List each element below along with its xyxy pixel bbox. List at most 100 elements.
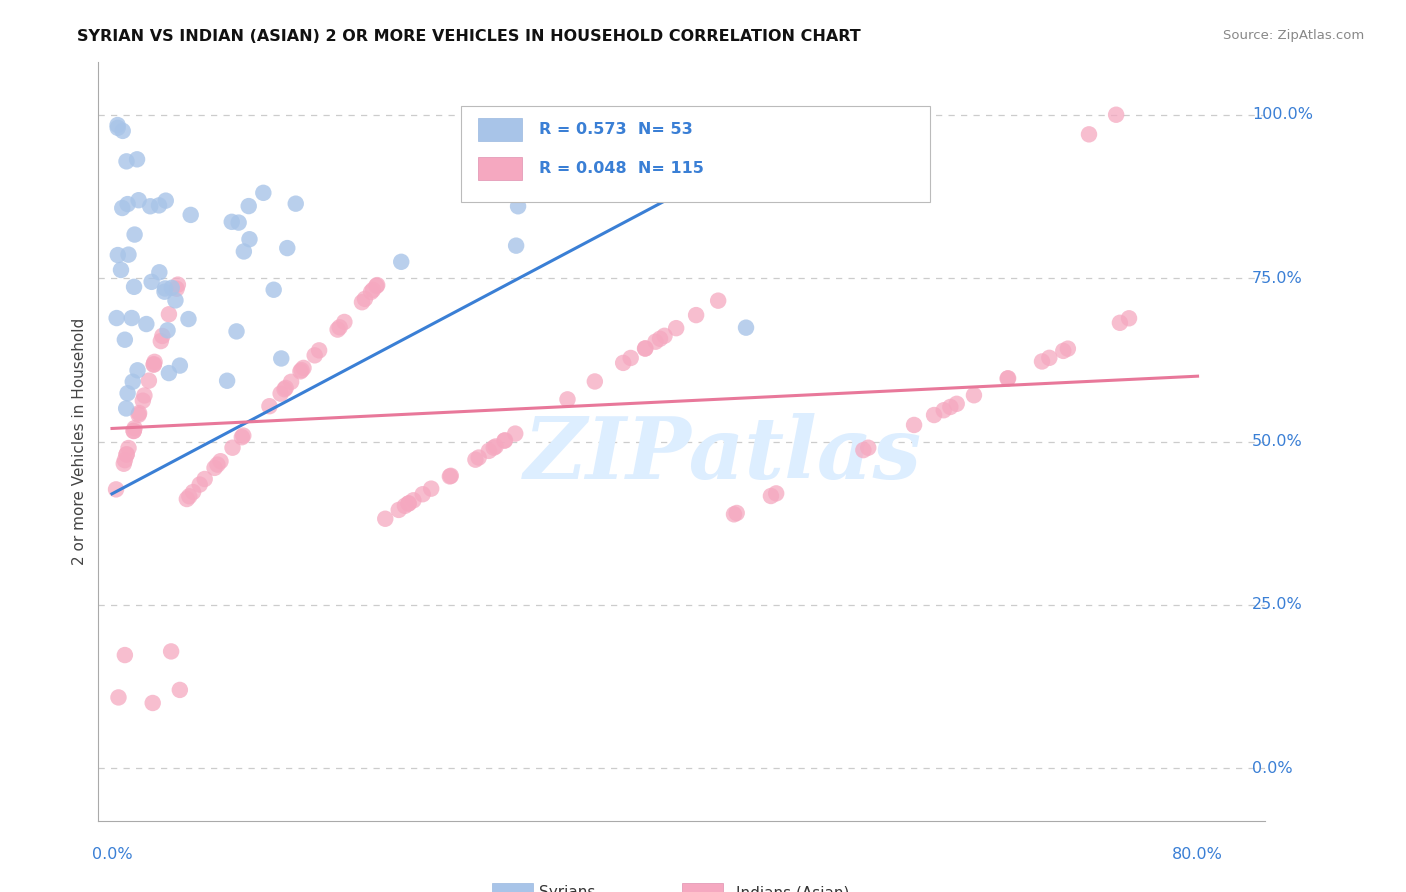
Point: [270, 351, 292, 366]
Point: [439, 469, 461, 483]
Point: [506, 199, 529, 213]
Point: [503, 426, 526, 441]
Bar: [478, 118, 522, 141]
FancyBboxPatch shape: [461, 106, 931, 202]
Point: [105, 311, 128, 326]
Point: [634, 342, 657, 356]
Text: Indians (Asian): Indians (Asian): [737, 885, 849, 892]
Point: [107, 248, 129, 262]
Point: [932, 403, 955, 417]
Point: [228, 216, 250, 230]
Point: [1031, 354, 1053, 368]
Point: [350, 295, 373, 310]
Point: [354, 292, 377, 306]
Point: [494, 434, 516, 448]
Point: [707, 293, 730, 308]
Bar: [682, 883, 723, 892]
Point: [122, 424, 145, 438]
Point: [157, 366, 180, 380]
Point: [389, 255, 412, 269]
Point: [124, 421, 146, 435]
Point: [665, 321, 688, 335]
Point: [620, 351, 643, 365]
Text: 0.0%: 0.0%: [91, 847, 132, 862]
Point: [165, 293, 187, 308]
Point: [122, 424, 145, 438]
Point: [221, 441, 243, 455]
Point: [117, 441, 139, 455]
Point: [238, 199, 260, 213]
Point: [128, 408, 150, 422]
Point: [117, 386, 139, 401]
Point: [141, 275, 163, 289]
Point: [160, 644, 183, 658]
Point: [606, 169, 628, 184]
Point: [333, 315, 356, 329]
Text: 80.0%: 80.0%: [1173, 847, 1223, 862]
Point: [238, 232, 260, 246]
Point: [225, 325, 247, 339]
Point: [107, 120, 129, 135]
Point: [304, 348, 326, 362]
Point: [464, 452, 486, 467]
Point: [388, 503, 411, 517]
Point: [112, 457, 135, 471]
Point: [852, 443, 875, 458]
Point: [273, 382, 295, 396]
Point: [648, 332, 671, 346]
Point: [111, 124, 134, 138]
Point: [107, 118, 129, 132]
Point: [232, 428, 254, 442]
Point: [117, 197, 139, 211]
Point: [366, 279, 388, 293]
Text: R = 0.573  N= 53: R = 0.573 N= 53: [540, 121, 693, 136]
Point: [114, 648, 136, 662]
Point: [127, 363, 149, 377]
Point: [115, 448, 138, 462]
Point: [1105, 108, 1128, 122]
Point: [169, 682, 191, 697]
Point: [115, 154, 138, 169]
Point: [121, 311, 143, 326]
Point: [634, 342, 657, 356]
Point: [135, 317, 157, 331]
Point: [150, 329, 173, 343]
Point: [167, 277, 190, 292]
Point: [153, 281, 176, 295]
Point: [122, 280, 145, 294]
Point: [143, 355, 166, 369]
Text: Source: ZipAtlas.com: Source: ZipAtlas.com: [1223, 29, 1364, 42]
Point: [179, 489, 201, 503]
Point: [134, 388, 156, 402]
Point: [125, 153, 148, 167]
Point: [263, 283, 285, 297]
Point: [440, 468, 463, 483]
Point: [160, 281, 183, 295]
Point: [142, 357, 165, 371]
Point: [180, 208, 202, 222]
Point: [290, 363, 312, 377]
Text: 25.0%: 25.0%: [1251, 598, 1302, 613]
Point: [478, 443, 501, 458]
Text: 0.0%: 0.0%: [1251, 761, 1292, 776]
Point: [107, 690, 129, 705]
Point: [114, 333, 136, 347]
Point: [153, 285, 176, 299]
Point: [963, 388, 986, 402]
Point: [290, 364, 312, 378]
Text: 75.0%: 75.0%: [1251, 270, 1302, 285]
Point: [117, 247, 139, 261]
Point: [142, 696, 165, 710]
Point: [176, 491, 198, 506]
Point: [557, 392, 579, 407]
Point: [114, 453, 136, 467]
Point: [412, 487, 434, 501]
Point: [326, 322, 349, 336]
Point: [765, 486, 787, 500]
Point: [139, 199, 162, 213]
Point: [181, 485, 204, 500]
Point: [259, 399, 281, 413]
Y-axis label: 2 or more Vehicles in Household: 2 or more Vehicles in Household: [72, 318, 87, 566]
Point: [188, 477, 211, 491]
Point: [1056, 342, 1078, 356]
